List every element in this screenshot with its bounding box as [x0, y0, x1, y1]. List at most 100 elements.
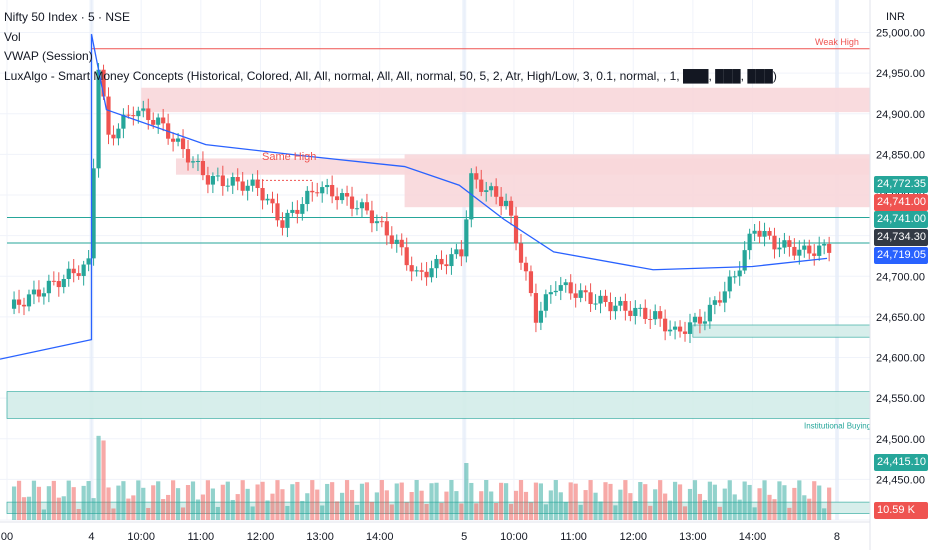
volume-bar: [553, 480, 558, 520]
volume-bar: [464, 463, 469, 520]
volume-bar: [61, 496, 66, 520]
candle: [618, 301, 623, 306]
candle: [817, 245, 822, 256]
candle: [374, 221, 379, 224]
volume-bar: [215, 506, 220, 520]
candle: [672, 326, 678, 330]
volume-bar: [489, 491, 494, 520]
candle: [71, 268, 76, 274]
legend-luxalgo[interactable]: LuxAlgo - Smart Money Concepts (Historic…: [4, 68, 777, 83]
bullish-zone: [6, 391, 871, 419]
volume-bar: [628, 493, 633, 520]
volume-bar: [325, 483, 330, 520]
price-tag-vwap: 24,719.05: [874, 247, 928, 264]
volume-bar: [171, 480, 176, 520]
volume-bar: [180, 507, 186, 520]
candle: [663, 318, 668, 332]
candle: [151, 119, 156, 125]
volume-bar: [166, 494, 171, 520]
candle: [379, 221, 384, 223]
symbol-title[interactable]: Nifty 50 Index · 5 · NSE: [4, 10, 131, 24]
volume-bar: [151, 485, 156, 520]
volume-bar: [548, 490, 553, 520]
candle: [116, 128, 121, 139]
volume-bar: [732, 494, 737, 520]
candle: [469, 173, 474, 220]
candle: [11, 299, 17, 309]
candle: [61, 278, 66, 288]
volume-bar: [717, 506, 722, 520]
candle: [126, 114, 131, 116]
price-tag-zone-low: 24,415.10: [874, 454, 928, 471]
price-tag-last: 24,734.30: [874, 229, 928, 246]
x-tick-label: 00: [1, 531, 13, 543]
x-tick-label: 11:00: [187, 531, 214, 543]
volume-bar: [260, 481, 265, 520]
volume-bar: [802, 495, 807, 520]
candle: [598, 295, 603, 304]
candle: [394, 239, 399, 244]
candle: [330, 184, 335, 197]
volume-bar: [384, 490, 389, 520]
candle: [275, 203, 280, 221]
candle: [643, 307, 648, 319]
candle: [66, 268, 71, 279]
volume-bar: [330, 482, 335, 520]
candle: [489, 186, 494, 191]
candle: [335, 196, 340, 201]
price-tag-bullish: 24,741.00: [874, 211, 928, 228]
candle: [742, 250, 747, 271]
annotation-label: Same High: [262, 151, 316, 163]
candle: [802, 245, 807, 250]
volume-bar: [692, 480, 698, 520]
candle: [86, 258, 91, 265]
candle: [702, 321, 707, 324]
y-tick-label: 24,900.00: [876, 109, 925, 121]
candle: [76, 273, 81, 276]
volume-bar: [727, 480, 732, 520]
candle: [588, 292, 593, 304]
candle: [623, 301, 628, 311]
bearish-zone: [404, 154, 870, 208]
candle: [727, 276, 732, 292]
candle: [518, 243, 524, 263]
candle: [633, 307, 638, 316]
volume-bar: [672, 481, 678, 520]
volume-bar: [827, 487, 832, 520]
candle: [668, 329, 673, 332]
legend-vol[interactable]: Vol: [4, 29, 21, 44]
volume-bar: [697, 493, 703, 520]
candle: [767, 231, 772, 236]
candle: [36, 289, 42, 297]
candle: [414, 270, 419, 272]
x-tick-label: 13:00: [306, 531, 334, 543]
volume-bar: [315, 489, 320, 520]
volume-bar: [359, 483, 365, 520]
x-tick-label: 10:00: [127, 531, 155, 543]
candle: [653, 311, 658, 320]
legend-vwap[interactable]: VWAP (Session): [4, 49, 93, 63]
candle: [573, 293, 578, 298]
volume-bar: [638, 482, 643, 520]
candle: [175, 138, 181, 142]
volume-bar: [518, 480, 524, 520]
candle: [737, 270, 742, 277]
volume-bar: [434, 482, 439, 520]
volume-bar: [702, 500, 707, 520]
candle: [141, 108, 146, 111]
candle: [136, 110, 141, 117]
volume-bar: [210, 488, 215, 520]
candle: [434, 258, 439, 269]
candle: [494, 186, 499, 197]
currency-label[interactable]: INR: [886, 11, 905, 23]
volume-bar: [250, 506, 255, 520]
candle: [16, 299, 22, 305]
candle: [538, 310, 543, 323]
candle: [827, 243, 832, 253]
candle: [648, 318, 653, 320]
candle: [91, 168, 96, 259]
volume-bar: [583, 490, 588, 520]
session-separator: [462, 0, 467, 520]
candle: [548, 292, 553, 295]
